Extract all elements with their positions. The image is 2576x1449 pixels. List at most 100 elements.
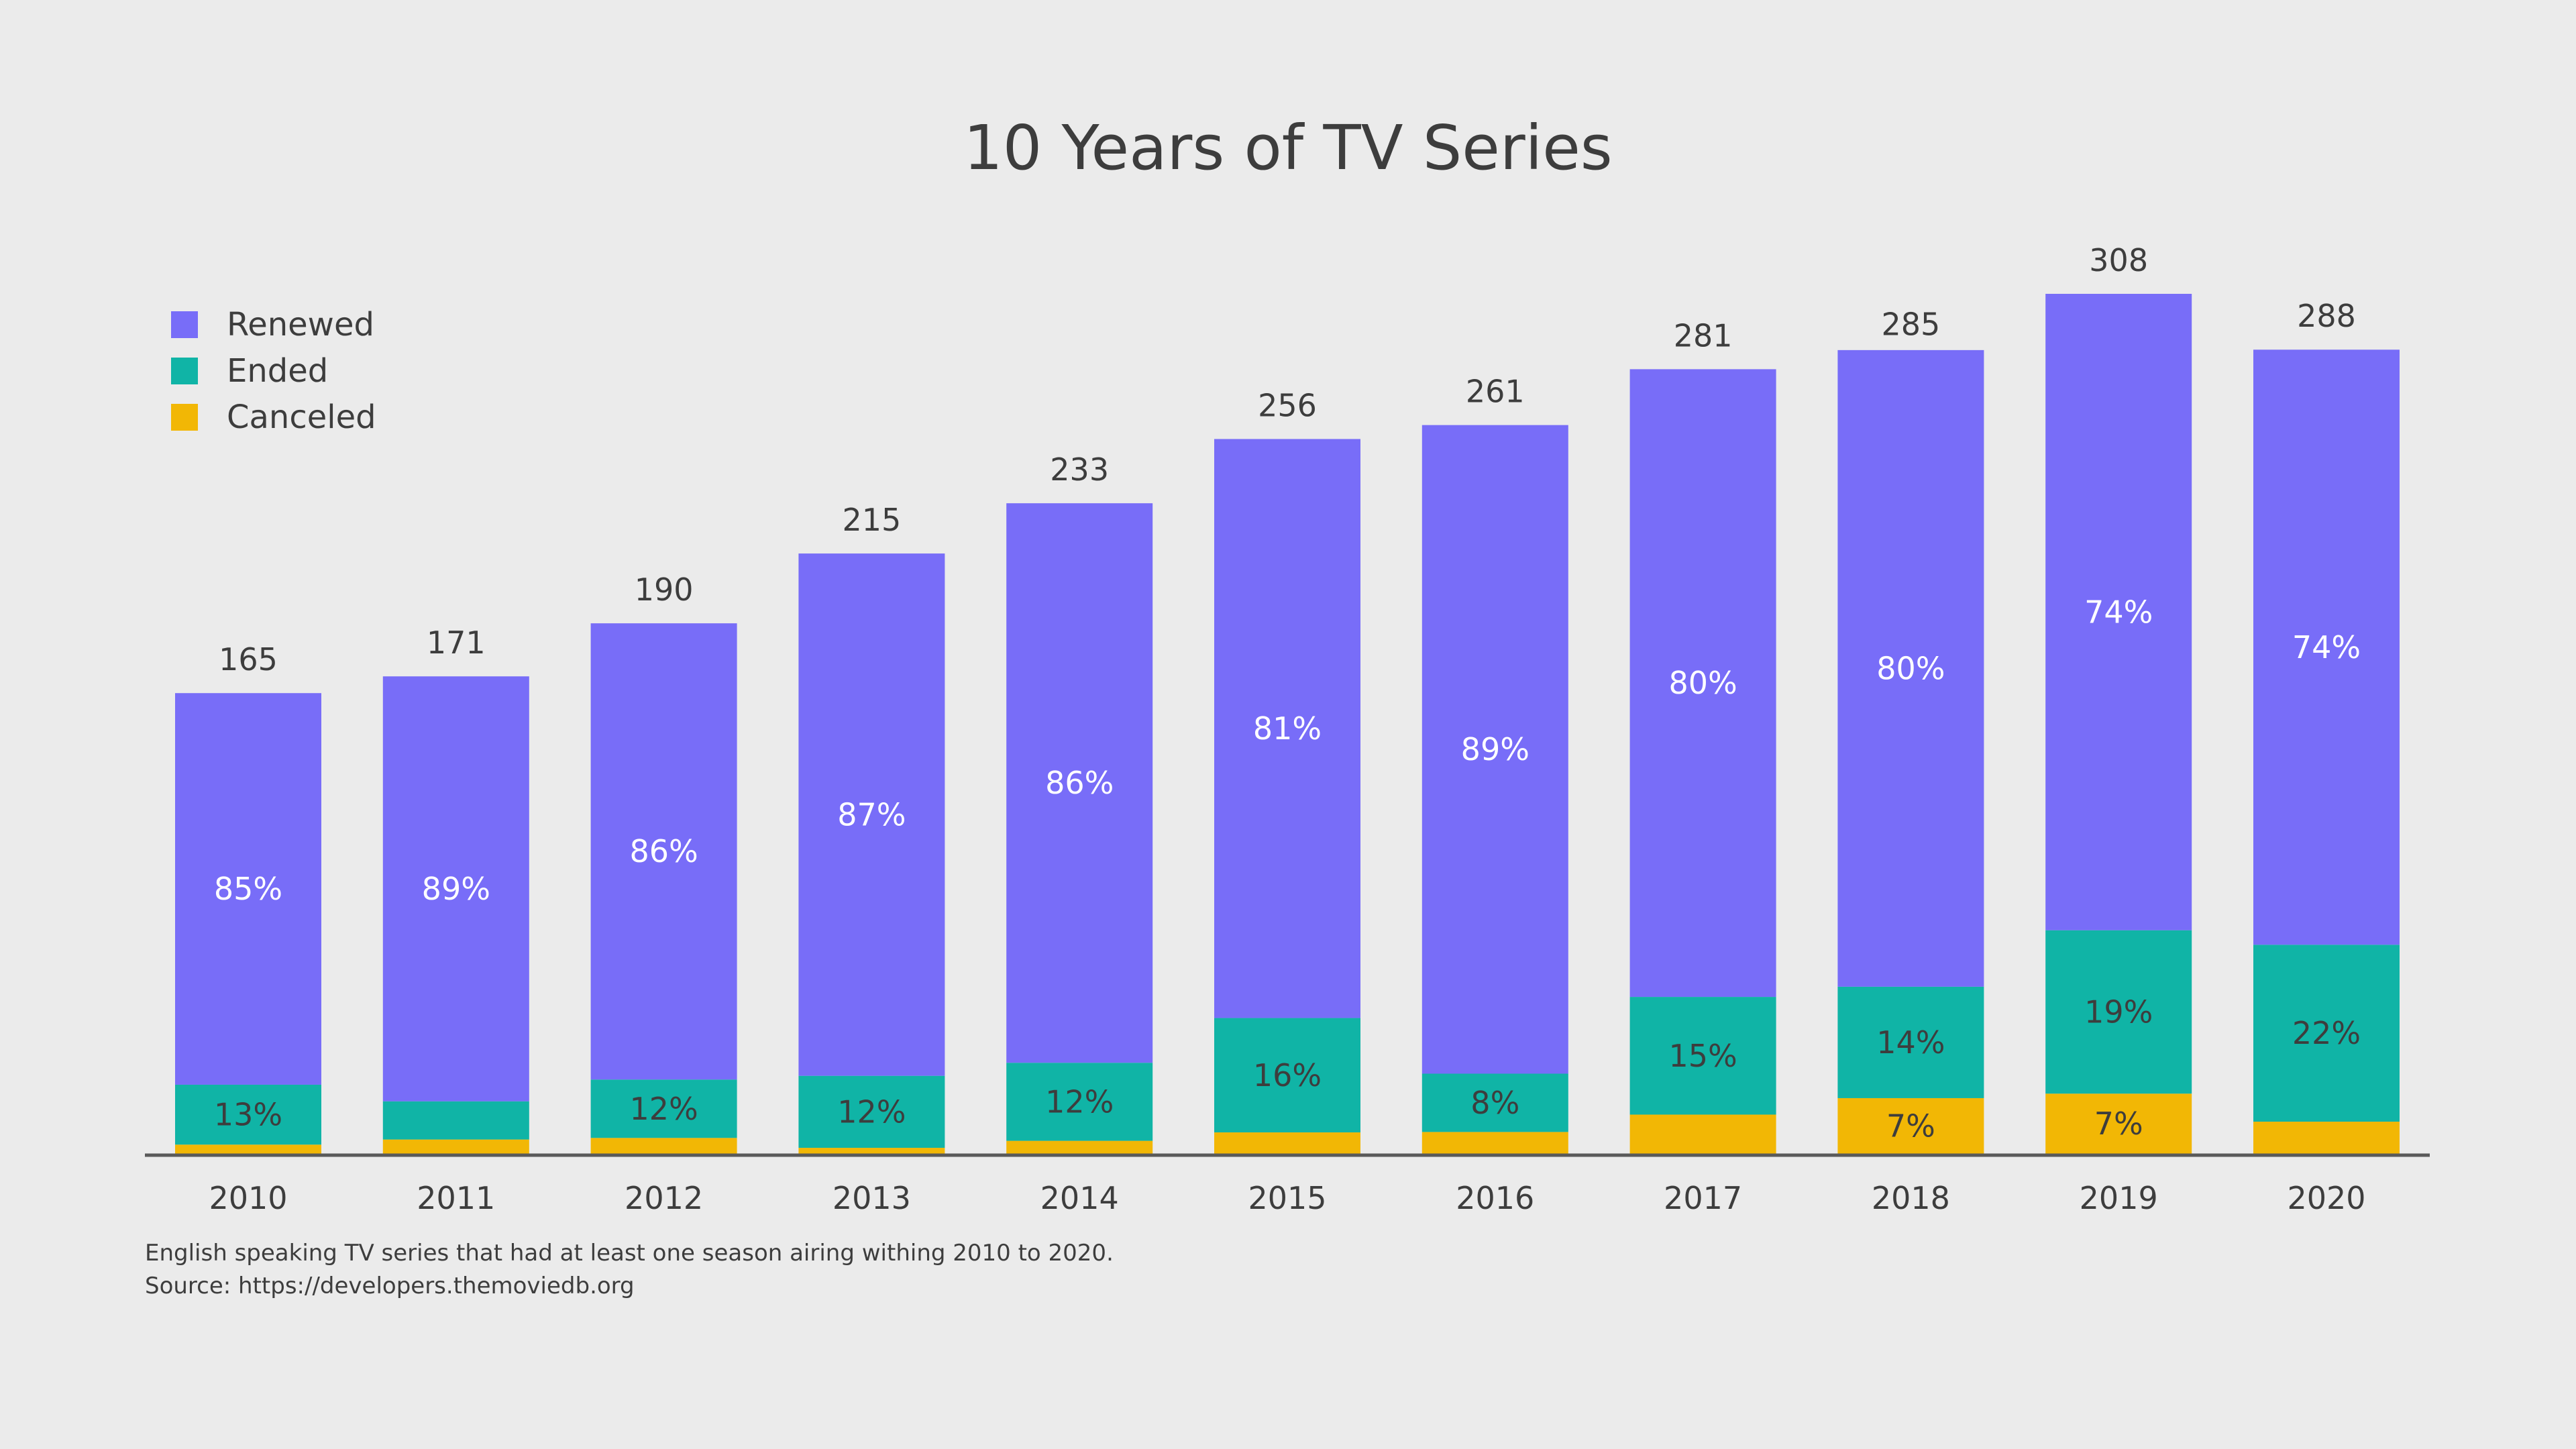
data-label-ended-2012: 12% — [629, 1091, 698, 1127]
segment-renewed-2011 — [382, 676, 529, 1102]
segment-renewed-2012 — [590, 623, 737, 1080]
segment-canceled-2010 — [175, 1144, 321, 1154]
x-axis-labels: 2010 2011 2012 2013 2014 2015 2016 2017 2018 2019… — [209, 1180, 2365, 1216]
segment-canceled-2012 — [590, 1138, 737, 1154]
bar-2018: 7% 14% 80% 285 — [1837, 307, 1984, 1154]
data-label-canceled-2019: 7% — [2094, 1106, 2143, 1142]
data-label-ended-2017: 15% — [1668, 1038, 1737, 1074]
legend-swatch — [171, 311, 198, 338]
total-label-2013: 215 — [842, 502, 901, 538]
segment-renewed-2010 — [175, 693, 321, 1085]
x-tick-label-2014: 2014 — [1040, 1180, 1119, 1216]
data-label-ended-2020: 22% — [2292, 1015, 2361, 1051]
total-label-2017: 281 — [1674, 317, 1733, 354]
bar-2017: 15% 80% 281 — [1629, 317, 1776, 1154]
data-label-renewed-2013: 87% — [837, 796, 906, 833]
x-tick-label-2020: 2020 — [2287, 1180, 2365, 1216]
segment-canceled-2011 — [382, 1139, 529, 1154]
segment-canceled-2015 — [1214, 1132, 1360, 1154]
data-label-renewed-2012: 86% — [629, 833, 698, 869]
segment-canceled-2017 — [1629, 1114, 1776, 1154]
segment-renewed-2019 — [2045, 294, 2192, 930]
segment-canceled-2013 — [798, 1148, 945, 1154]
segment-ended-2016 — [1421, 1073, 1568, 1132]
legend-item-canceled: Canceled — [171, 398, 376, 436]
total-label-2016: 261 — [1466, 374, 1525, 410]
segment-renewed-2015 — [1214, 439, 1360, 1018]
segment-canceled-2019 — [2045, 1093, 2192, 1154]
legend-swatch — [171, 358, 198, 384]
total-label-2014: 233 — [1050, 451, 1109, 488]
segment-renewed-2014 — [1006, 503, 1153, 1063]
segment-ended-2012 — [590, 1079, 737, 1138]
x-tick-label-2018: 2018 — [1872, 1180, 1950, 1216]
data-label-renewed-2014: 86% — [1045, 765, 1114, 801]
data-label-canceled-2018: 7% — [1886, 1108, 1935, 1144]
segment-ended-2015 — [1214, 1018, 1360, 1133]
legend-item-renewed: Renewed — [171, 306, 374, 343]
bar-2014: 12% 86% 233 — [1006, 451, 1153, 1154]
data-label-renewed-2011: 89% — [422, 871, 490, 907]
segment-ended-2013 — [798, 1075, 945, 1148]
data-label-ended-2015: 16% — [1253, 1057, 1322, 1093]
segment-canceled-2018 — [1837, 1097, 1984, 1154]
segment-renewed-2020 — [2253, 350, 2400, 945]
x-tick-label-2010: 2010 — [209, 1180, 287, 1216]
segment-renewed-2018 — [1837, 350, 1984, 987]
segment-canceled-2020 — [2253, 1122, 2400, 1154]
total-label-2011: 171 — [427, 625, 486, 661]
data-label-ended-2013: 12% — [837, 1093, 906, 1130]
chart-title: 10 Years of TV Series — [963, 112, 1612, 184]
footnote-description: English speaking TV series that had at l… — [145, 1240, 1114, 1267]
total-label-2012: 190 — [635, 572, 694, 608]
segment-ended-2014 — [1006, 1063, 1153, 1141]
segment-renewed-2016 — [1421, 425, 1568, 1074]
data-label-renewed-2018: 80% — [1876, 650, 1945, 686]
data-label-renewed-2016: 89% — [1461, 731, 1529, 767]
legend-item-ended: Ended — [171, 352, 328, 390]
segment-ended-2018 — [1837, 986, 1984, 1098]
data-label-renewed-2019: 74% — [2084, 594, 2153, 630]
data-label-ended-2019: 19% — [2084, 994, 2153, 1030]
data-label-renewed-2020: 74% — [2292, 629, 2361, 665]
x-tick-label-2016: 2016 — [1456, 1180, 1534, 1216]
bar-2013: 12% 87% 215 — [798, 502, 945, 1154]
x-tick-label-2015: 2015 — [1248, 1180, 1326, 1216]
legend-label: Ended — [227, 352, 328, 390]
total-label-2020: 288 — [2297, 298, 2356, 334]
segment-canceled-2016 — [1421, 1132, 1568, 1154]
bar-2020: 22% 74% 288 — [2253, 298, 2400, 1154]
legend-label: Canceled — [227, 398, 376, 436]
segment-renewed-2013 — [798, 553, 945, 1076]
bar-2019: 7% 19% 74% 308 — [2045, 242, 2192, 1154]
x-tick-label-2013: 2013 — [833, 1180, 911, 1216]
data-label-renewed-2015: 81% — [1253, 710, 1322, 747]
segment-ended-2020 — [2253, 945, 2400, 1122]
segment-renewed-2017 — [1629, 369, 1776, 998]
data-label-ended-2018: 14% — [1876, 1024, 1945, 1061]
data-label-renewed-2017: 80% — [1668, 665, 1737, 701]
bar-2016: 8% 89% 261 — [1421, 374, 1568, 1154]
bar-2012: 12% 86% 190 — [590, 572, 737, 1154]
segment-ended-2011 — [382, 1101, 529, 1140]
total-label-2019: 308 — [2089, 242, 2148, 278]
legend-swatch — [171, 404, 198, 431]
segment-ended-2019 — [2045, 930, 2192, 1094]
data-label-ended-2016: 8% — [1470, 1085, 1519, 1121]
segment-canceled-2014 — [1006, 1140, 1153, 1154]
footnote-source: Source: https://developers.themoviedb.or… — [145, 1273, 635, 1299]
segment-ended-2017 — [1629, 997, 1776, 1115]
legend-label: Renewed — [227, 306, 374, 343]
x-tick-label-2019: 2019 — [2080, 1180, 2158, 1216]
total-label-2010: 165 — [219, 641, 278, 678]
bar-2011: 89% 171 — [382, 625, 529, 1154]
segment-ended-2010 — [175, 1084, 321, 1145]
total-label-2015: 256 — [1258, 387, 1317, 423]
total-label-2018: 285 — [1881, 307, 1940, 343]
x-tick-label-2017: 2017 — [1664, 1180, 1742, 1216]
bar-2015: 16% 81% 256 — [1214, 387, 1360, 1154]
data-label-renewed-2010: 85% — [214, 871, 282, 907]
bars: 13% 85% 165 89% 171 12% 86% 190 12% 87% 215 12% 86% 2… — [175, 242, 2400, 1154]
x-tick-label-2011: 2011 — [417, 1180, 495, 1216]
